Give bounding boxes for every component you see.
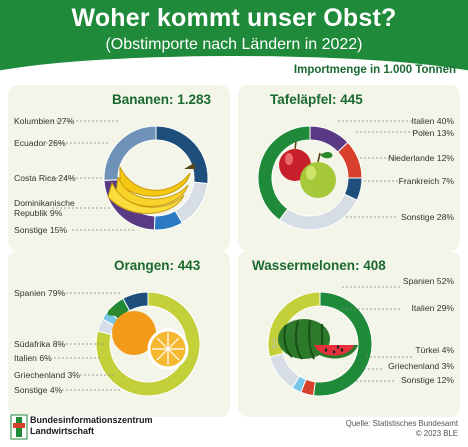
donut-chart-orangen <box>54 291 201 397</box>
slice-label: Italien 29% <box>411 303 454 313</box>
donut-slice <box>155 125 209 185</box>
slice-label: Polen 13% <box>412 128 454 138</box>
page-subtitle: (Obstimporte nach Ländern in 2022) <box>105 36 363 53</box>
slice-label: Sonstige 15% <box>14 225 68 235</box>
apple-stem <box>317 152 321 163</box>
orange-leaf <box>107 307 126 316</box>
slice-label: Spanien 79% <box>14 288 66 298</box>
slice-label: Italien 40% <box>411 116 454 126</box>
orange-whole <box>112 311 156 355</box>
apple-stem <box>294 141 297 150</box>
chart-panel-tafelaepfel: Tafeläpfel: 445 Italien 40% Polen 13% Ni… <box>238 85 460 251</box>
slice-label: Italien 6% <box>14 353 52 363</box>
slice-label: Griechenland 3% <box>14 370 80 380</box>
copyright-line: © 2023 BLE <box>415 429 458 438</box>
donut-slice <box>269 352 301 389</box>
source-note: Quelle: Statistisches Bundesamt © 2023 B… <box>346 419 458 439</box>
slice-label: Ecuador 26% <box>14 138 66 148</box>
slice-label: Kolumbien 27% <box>14 116 75 126</box>
apple-highlight <box>306 166 316 180</box>
chart-panel-bananen: Bananen: 1.283 Kolumbien 27% Ecuador 26%… <box>8 85 230 251</box>
apple-leaf <box>320 151 333 159</box>
slice-label: Spanien 52% <box>402 276 454 286</box>
header-curve <box>0 56 468 75</box>
org-name: Bundesinformationszentrum Landwirtschaft <box>30 415 153 437</box>
banana-shape <box>107 181 185 214</box>
orange-segments <box>152 333 184 365</box>
slice-label: Costa Rica 24% <box>14 173 76 183</box>
chart-panel-orangen: Orangen: 443 Spanien 79% Südafrika 8% It… <box>8 251 230 417</box>
logo-icon <box>10 414 28 440</box>
slice-label: Frankreich 7% <box>398 176 454 186</box>
page-title: Woher kommt unser Obst? <box>71 4 397 32</box>
donut-slice <box>103 125 157 181</box>
apple-green <box>300 162 336 198</box>
slice-label: Niederlande 12% <box>388 153 454 163</box>
apple-illustration <box>279 141 336 198</box>
slice-label: Dominikanische Republik 9% <box>14 198 75 218</box>
slice-label: Türkei 4% <box>415 345 454 355</box>
org-name-line2: Landwirtschaft <box>30 426 95 436</box>
slice-label: Griechenland 3% <box>388 361 454 371</box>
watermelon-seeds <box>324 345 344 354</box>
donut-slice <box>122 291 149 312</box>
slice-label: Sonstige 28% <box>400 212 454 222</box>
donut-chart-tafelaepfel <box>257 120 428 231</box>
watermark: BLE <box>272 337 279 349</box>
donut-chart-bananen <box>46 120 209 231</box>
chart-title: Wassermelonen: 408 <box>252 258 386 273</box>
donut-slice <box>257 125 311 221</box>
chart-panel-wassermelonen: Wassermelonen: 408 Spanien 52% Italien 2… <box>238 251 460 417</box>
header-banner: Woher kommt unser Obst? (Obstimporte nac… <box>0 0 468 75</box>
banana-illustration <box>107 163 196 214</box>
unit-label: Importmenge in 1.000 Tonnen <box>293 64 456 76</box>
orange-illustration <box>107 307 189 370</box>
org-name-line1: Bundesinformationszentrum <box>30 415 153 425</box>
chart-title: Bananen: 1.283 <box>112 92 212 107</box>
slice-label: Sonstige 12% <box>400 375 454 385</box>
watermelon-illustration <box>278 319 358 360</box>
chart-title: Orangen: 443 <box>114 258 201 273</box>
apple-highlight <box>285 153 293 165</box>
slice-label: Sonstige 4% <box>14 385 63 395</box>
chart-title: Tafeläpfel: 445 <box>270 92 363 107</box>
donut-slice <box>278 193 358 231</box>
banana-shape <box>119 166 191 197</box>
donut-chart-wassermelonen <box>267 286 412 397</box>
slice-label: Südafrika 8% <box>14 339 66 349</box>
source-line: Quelle: Statistisches Bundesamt <box>345 419 458 428</box>
banana-stem <box>184 163 196 169</box>
